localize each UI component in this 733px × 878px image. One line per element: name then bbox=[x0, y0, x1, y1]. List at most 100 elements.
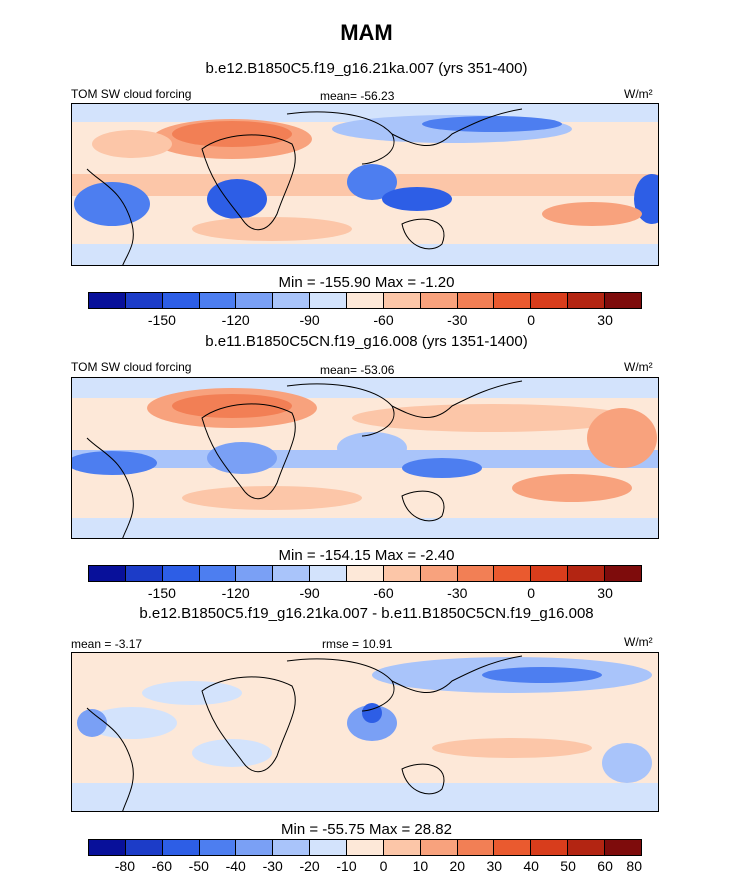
colorbar-swatch bbox=[383, 566, 421, 581]
colorbar-swatch bbox=[568, 840, 606, 855]
colorbar-swatch bbox=[125, 293, 163, 308]
colorbar-swatch bbox=[568, 566, 606, 581]
colorbar-tick-label: 80 bbox=[626, 858, 642, 874]
colorbar-tick-label: 30 bbox=[597, 312, 613, 328]
colorbar-swatch bbox=[420, 840, 458, 855]
colorbar-tick-label: -120 bbox=[221, 585, 250, 601]
colorbar-tick-label: -60 bbox=[151, 858, 173, 874]
colorbar-tick-label: 0 bbox=[379, 858, 388, 874]
panel2-variable-label: TOM SW cloud forcing bbox=[71, 360, 192, 374]
colorbar-swatch bbox=[531, 566, 569, 581]
panel2-map bbox=[71, 377, 659, 539]
colorbar-swatch bbox=[347, 566, 384, 581]
colorbar-swatch bbox=[199, 293, 237, 308]
colorbar-tick-label: -20 bbox=[299, 858, 320, 874]
panel3-minmax: Min = -55.75 Max = 28.82 bbox=[281, 821, 452, 838]
colorbar-tick-label: 0 bbox=[527, 585, 536, 601]
colorbar-swatch bbox=[347, 840, 384, 855]
panel2-heatmap-svg bbox=[72, 378, 658, 538]
colorbar-tick-label: -10 bbox=[336, 858, 357, 874]
colorbar-swatch bbox=[494, 293, 532, 308]
colorbar-tick-label: -50 bbox=[188, 858, 209, 874]
panel2-minmax: Min = -154.15 Max = -2.40 bbox=[278, 547, 455, 564]
colorbar-tick-label: -60 bbox=[373, 312, 394, 328]
colorbar-swatch bbox=[273, 840, 311, 855]
panel3-case-title: b.e12.B1850C5.f19_g16.21ka.007 - b.e11.B… bbox=[139, 605, 594, 622]
colorbar-tick-label: -80 bbox=[114, 858, 136, 874]
panel1-case-title: b.e12.B1850C5.f19_g16.21ka.007 (yrs 351-… bbox=[205, 60, 528, 77]
colorbar-tick-label: -90 bbox=[299, 312, 320, 328]
panel2-colorbar bbox=[88, 565, 642, 582]
panel2-case-title: b.e11.B1850C5CN.f19_g16.008 (yrs 1351-14… bbox=[205, 333, 528, 350]
colorbar-tick-label: -150 bbox=[147, 312, 176, 328]
panel3-mean-label: mean = -3.17 bbox=[71, 637, 143, 651]
colorbar-swatch bbox=[531, 840, 569, 855]
figure-title: MAM bbox=[340, 20, 393, 45]
colorbar-swatch bbox=[457, 293, 495, 308]
panel1-variable-label: TOM SW cloud forcing bbox=[71, 87, 192, 101]
colorbar-swatch bbox=[310, 293, 348, 308]
panel1-colorbar bbox=[88, 292, 642, 309]
colorbar-tick-label: 0 bbox=[527, 312, 536, 328]
colorbar-swatch bbox=[605, 840, 641, 855]
panel2-mean-label: mean= -53.06 bbox=[320, 363, 395, 377]
colorbar-tick-label: -30 bbox=[262, 858, 283, 874]
colorbar-swatch bbox=[383, 293, 421, 308]
colorbar-swatch bbox=[568, 293, 606, 308]
panel1-minmax: Min = -155.90 Max = -1.20 bbox=[278, 274, 455, 291]
panel1-units-label: W/m² bbox=[624, 87, 653, 101]
colorbar-tick-label: 20 bbox=[449, 858, 466, 874]
colorbar-tick-label: 50 bbox=[560, 858, 576, 874]
colorbar-tick-label: 40 bbox=[523, 858, 539, 874]
colorbar-swatch bbox=[125, 840, 163, 855]
colorbar-tick-label: -30 bbox=[447, 585, 468, 601]
colorbar-swatch bbox=[531, 293, 569, 308]
panel1-colorbar-labels: -150 -120 -90 -60 -30 0 30 bbox=[88, 312, 642, 328]
colorbar-tick-label: 30 bbox=[597, 585, 613, 601]
panel1-mean-label: mean= -56.23 bbox=[320, 89, 395, 103]
colorbar-swatch bbox=[420, 293, 458, 308]
colorbar-swatch bbox=[605, 293, 641, 308]
panel1-heatmap-svg bbox=[72, 104, 658, 265]
panel3-colorbar bbox=[88, 839, 642, 856]
colorbar-swatch bbox=[236, 566, 274, 581]
colorbar-swatch bbox=[89, 293, 126, 308]
colorbar-tick-label: -120 bbox=[221, 312, 250, 328]
colorbar-tick-label: -150 bbox=[147, 585, 176, 601]
panel2-units-label: W/m² bbox=[624, 360, 653, 374]
colorbar-swatch bbox=[494, 840, 532, 855]
colorbar-tick-label: 30 bbox=[486, 858, 503, 874]
panel3-heatmap-svg bbox=[72, 653, 658, 811]
colorbar-swatch bbox=[457, 840, 495, 855]
panel3-units-label: W/m² bbox=[624, 635, 653, 649]
colorbar-swatch bbox=[236, 840, 274, 855]
colorbar-tick-label: -90 bbox=[299, 585, 320, 601]
colorbar-swatch bbox=[310, 566, 348, 581]
colorbar-swatch bbox=[383, 840, 421, 855]
colorbar-swatch bbox=[494, 566, 532, 581]
colorbar-tick-label: -60 bbox=[373, 585, 394, 601]
colorbar-swatch bbox=[89, 566, 126, 581]
colorbar-swatch bbox=[273, 566, 311, 581]
colorbar-swatch bbox=[162, 293, 200, 308]
colorbar-tick-label: -40 bbox=[225, 858, 246, 874]
panel3-colorbar-labels: -80 -60 -50 -40 -30 -20 -10 0 10 20 30 4… bbox=[88, 858, 642, 874]
colorbar-swatch bbox=[605, 566, 641, 581]
colorbar-swatch bbox=[162, 566, 200, 581]
panel3-rmse-label: rmse = 10.91 bbox=[322, 637, 393, 651]
panel1-map bbox=[71, 103, 659, 266]
colorbar-swatch bbox=[125, 566, 163, 581]
panel3-map bbox=[71, 652, 659, 812]
colorbar-swatch bbox=[273, 293, 311, 308]
panel2-colorbar-labels: -150 -120 -90 -60 -30 0 30 bbox=[88, 585, 642, 601]
colorbar-tick-label: 60 bbox=[597, 858, 613, 874]
colorbar-swatch bbox=[420, 566, 458, 581]
colorbar-tick-label: 10 bbox=[412, 858, 429, 874]
colorbar-swatch bbox=[457, 566, 495, 581]
colorbar-swatch bbox=[162, 840, 200, 855]
colorbar-swatch bbox=[89, 840, 126, 855]
colorbar-swatch bbox=[347, 293, 384, 308]
colorbar-swatch bbox=[199, 566, 237, 581]
colorbar-swatch bbox=[199, 840, 237, 855]
colorbar-swatch bbox=[310, 840, 348, 855]
